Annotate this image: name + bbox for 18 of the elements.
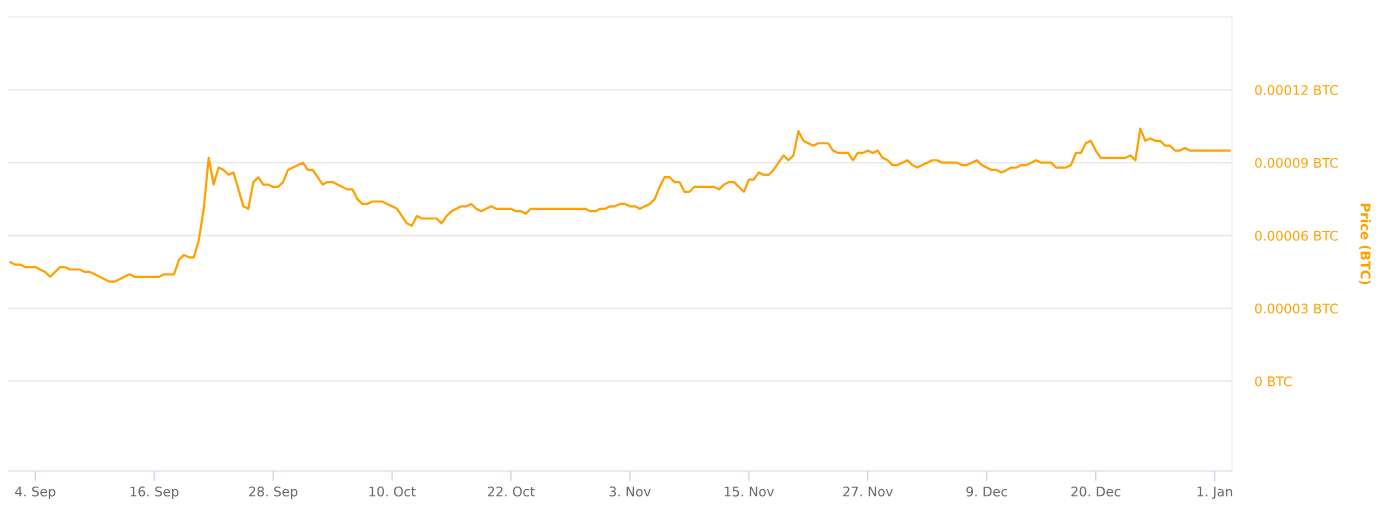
y-tick-label: 0.00006 BTC (1255, 230, 1338, 241)
x-tick-label: 4. Sep (15, 486, 56, 500)
line-series (9, 127, 1231, 283)
x-tick-label: 28. Sep (249, 486, 298, 500)
x-tick-label: 3. Nov (609, 486, 651, 497)
x-tick-label: 10. Oct (369, 486, 416, 497)
x-tick-label: 22. Oct (487, 486, 535, 497)
y-tick-label: 0.00009 BTC (1255, 157, 1338, 168)
x-tick-label: 27. Nov (843, 486, 893, 497)
y-tick-label: 0.00012 BTC (1255, 85, 1338, 96)
y-tick-label: 0 BTC (1255, 376, 1292, 387)
x-tick-label: 1. Jan (1197, 486, 1233, 499)
x-tick-label: 20. Dec (1071, 486, 1121, 497)
x-tick-label: 9. Dec (966, 486, 1008, 497)
y-tick-label: 0.00003 BTC (1255, 303, 1338, 314)
x-tick-label: 15. Nov (724, 486, 774, 497)
y-axis-title: Price (BTC) (1358, 203, 1371, 285)
x-tick-label: 16. Sep (130, 486, 179, 500)
